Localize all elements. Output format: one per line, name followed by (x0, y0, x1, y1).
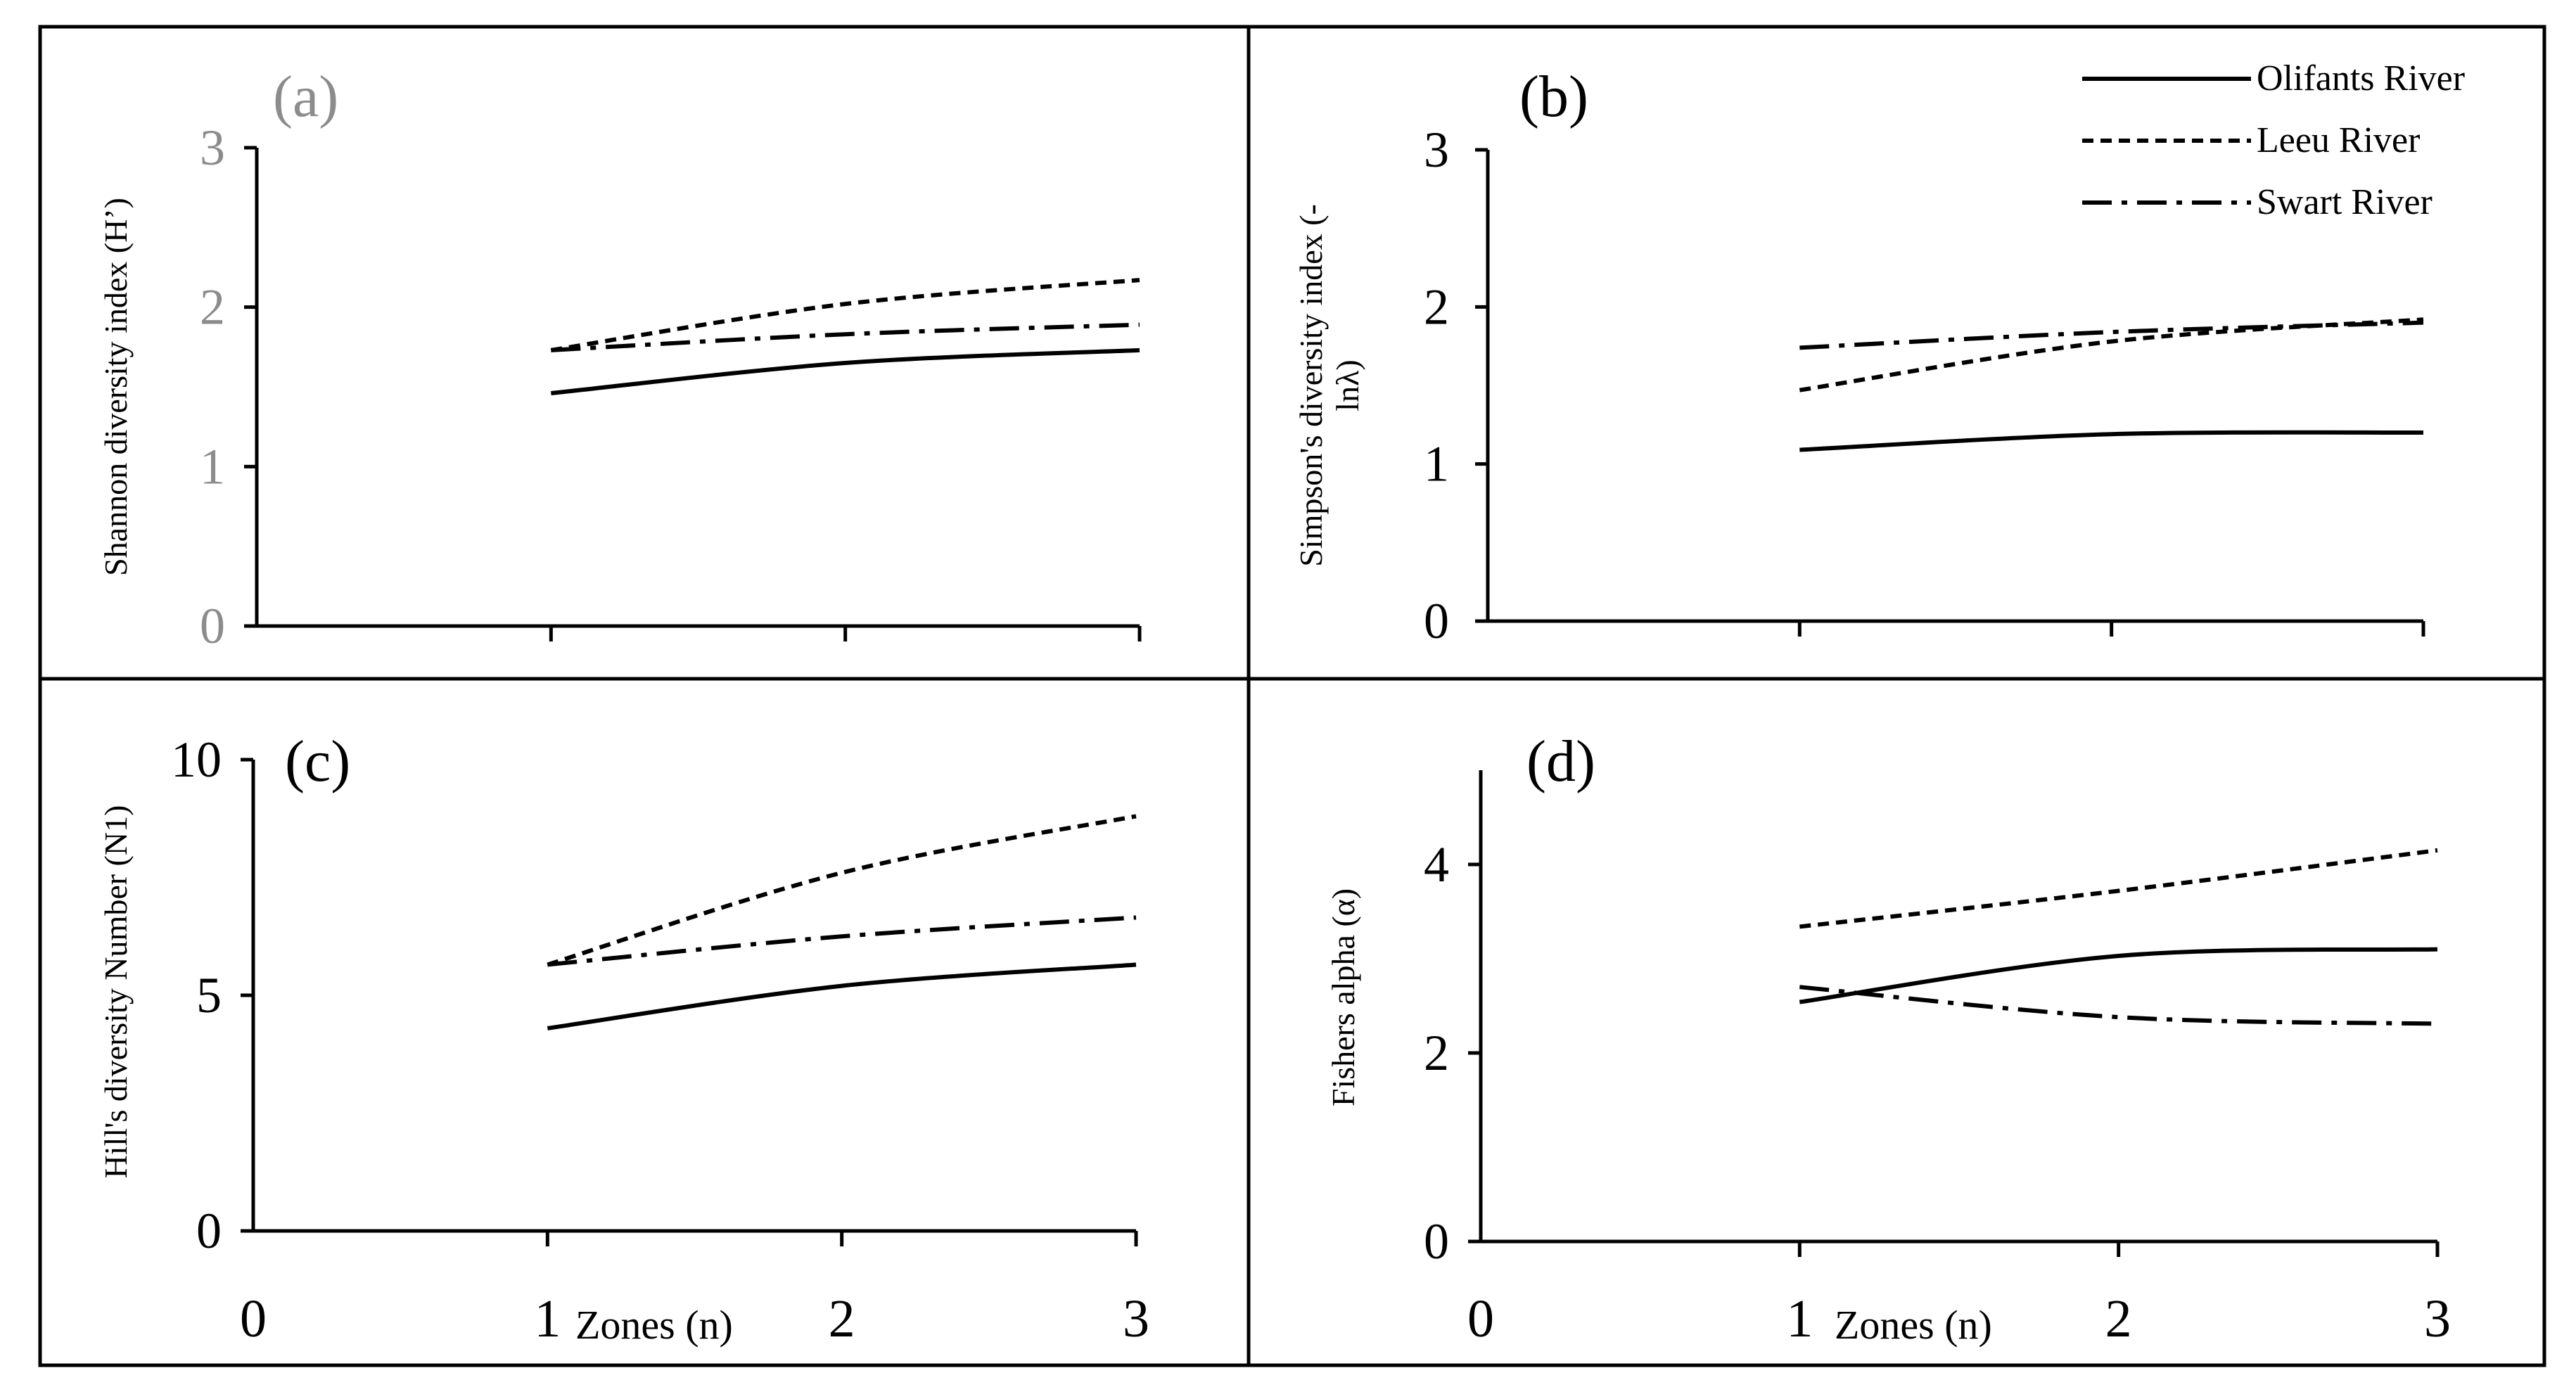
series-line-swart-river (1799, 985, 2438, 1026)
y-tick-label: 0 (200, 598, 225, 654)
series-line-olifants-river (1799, 430, 2424, 452)
y-tick-label: 0 (196, 1203, 222, 1259)
series-line-swart-river (551, 322, 1140, 352)
x-axis-label: Zones (n) (1835, 1302, 1992, 1348)
x-tick-label: 1 (534, 1289, 561, 1348)
series-line-swart-river (547, 915, 1137, 967)
y-axis-label: Shannon diversity index (H’) (98, 198, 134, 576)
y-tick-label: 10 (171, 732, 222, 788)
y-tick-label: 1 (200, 438, 225, 494)
x-tick-label: 3 (1123, 1289, 1149, 1348)
y-tick-label: 5 (196, 967, 222, 1023)
panel-a-shannon: 0 1 2 3 Shannon diversity index (H’) (a) (98, 64, 1142, 654)
figure-border (38, 25, 2546, 1367)
series-line-leeu-river (547, 814, 1137, 967)
series-line-olifants-river (551, 347, 1140, 396)
x-tick-label: 2 (2105, 1289, 2132, 1348)
series-line-olifants-river (547, 962, 1137, 1030)
legend-label-olifants: Olifants River (2257, 58, 2465, 98)
series-line-olifants-river (1799, 947, 2438, 1004)
y-axis-label: Fishers alpha (α) (1325, 888, 1361, 1106)
x-tick-label: 0 (240, 1289, 267, 1348)
y-tick-label: 2 (200, 279, 225, 336)
panel-b-simpson: 0 1 2 3 Simpson's diversity index (-lnλ) (b) (1293, 64, 2425, 649)
panel-label: (d) (1526, 729, 1595, 794)
y-tick-label: 0 (1424, 593, 1449, 649)
panel-label: (a) (273, 64, 338, 129)
series-line-leeu-river (550, 278, 1140, 352)
series-line-swart-river (1799, 320, 2424, 350)
series-line-leeu-river (1799, 317, 2424, 392)
x-tick-label: 0 (1467, 1289, 1494, 1348)
panel-label: (c) (285, 729, 350, 794)
legend-label-leeu: Leeu River (2257, 120, 2420, 160)
y-tick-label: 0 (1424, 1213, 1449, 1270)
y-tick-label: 1 (1424, 436, 1449, 492)
x-tick-label: 2 (829, 1289, 855, 1348)
x-tick-label: 3 (2424, 1289, 2451, 1348)
y-axis-label: Hill's diversity Number (N1) (98, 805, 134, 1179)
panel-label: (b) (1519, 64, 1588, 129)
y-tick-label: 3 (200, 120, 225, 176)
y-tick-label: 2 (1424, 1025, 1449, 1081)
y-tick-label: 4 (1424, 836, 1449, 893)
panel-d-fishers-alpha: 0 2 4 0 1 2 3 Zones (n) Fishers alpha (α) (d) (1325, 729, 2451, 1348)
y-tick-label: 2 (1424, 279, 1449, 335)
legend-label-swart: Swart River (2257, 182, 2432, 222)
y-axis-label: Simpson's diversity index (-lnλ) (1293, 204, 1365, 567)
series-line-leeu-river (1799, 848, 2438, 929)
y-tick-label: 3 (1424, 122, 1449, 178)
x-tick-label: 1 (1786, 1289, 1813, 1348)
x-axis-label: Zones (n) (575, 1302, 733, 1348)
panel-c-hill: 0 5 10 0 1 2 3 Zones (n) Hill's diversity Number… (98, 729, 1149, 1348)
legend: Olifants River Leeu River Swart River (2082, 58, 2465, 222)
